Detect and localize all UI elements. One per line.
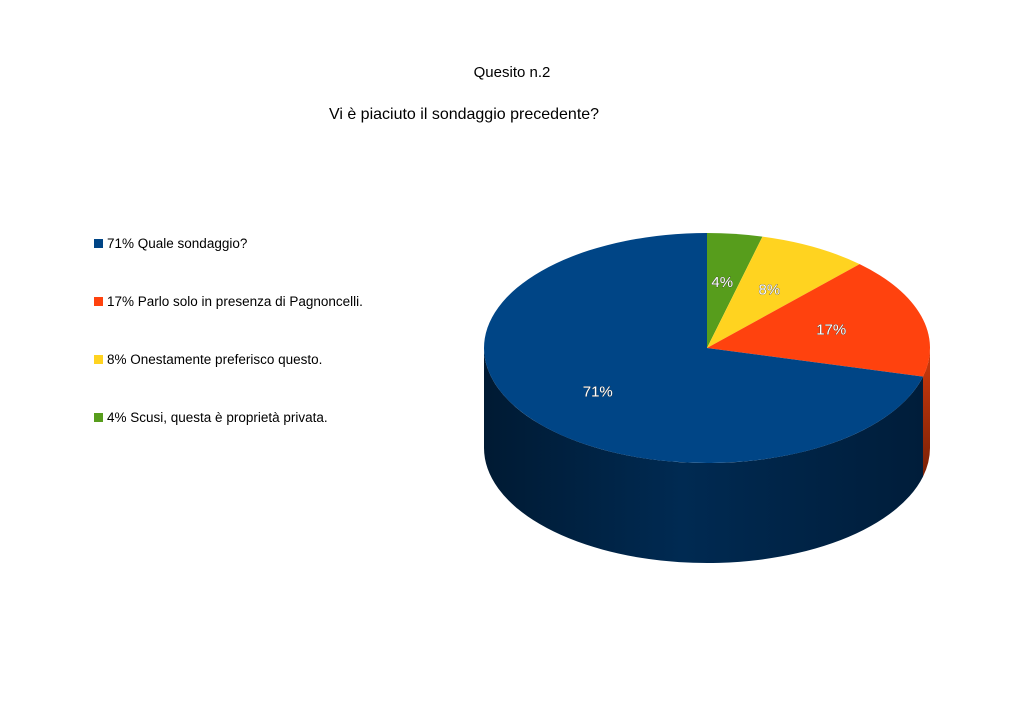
pie-side-walls (484, 348, 930, 564)
legend-entry-proprieta-privata: 4% Scusi, questa è proprietà privata. (94, 407, 454, 427)
legend-swatch (94, 296, 103, 306)
pie-data-labels: 4% 8% 17% 71% (582, 274, 846, 401)
slice-pagnoncelli (707, 264, 930, 377)
legend-label: 8% Onestamente preferisco questo. (107, 351, 323, 367)
slice-quale-sondaggio (484, 233, 923, 464)
data-label-71: 71% (583, 384, 613, 401)
chart-legend: 71% Quale sondaggio? 17% Parlo solo in p… (94, 233, 454, 465)
data-label-8: 8% (758, 282, 780, 299)
slice-onestamente (707, 236, 860, 348)
legend-swatch (94, 412, 103, 422)
legend-label: 4% Scusi, questa è proprietà privata. (107, 409, 328, 425)
legend-swatch (94, 354, 103, 364)
legend-entry-pagnoncelli: 17% Parlo solo in presenza di Pagnoncell… (94, 291, 454, 311)
chart-subtitle: Vi è piaciuto il sondaggio precedente? (328, 106, 600, 123)
data-label-17: 17% (816, 321, 846, 338)
legend-label: 71% Quale sondaggio? (107, 235, 248, 251)
legend-entry-quale-sondaggio: 71% Quale sondaggio? (94, 233, 454, 253)
pie-slices (484, 233, 930, 464)
legend-label: 17% Parlo solo in presenza di Pagnoncell… (107, 293, 363, 309)
legend-swatch (94, 238, 103, 248)
data-label-4: 4% (711, 274, 733, 291)
pie-side-0 (484, 348, 923, 564)
pie-side-1 (922, 348, 930, 477)
legend-entry-onestamente: 8% Onestamente preferisco questo. (94, 349, 454, 369)
chart-title: Quesito n.2 (473, 64, 551, 81)
slice-proprieta-privata (707, 233, 763, 348)
